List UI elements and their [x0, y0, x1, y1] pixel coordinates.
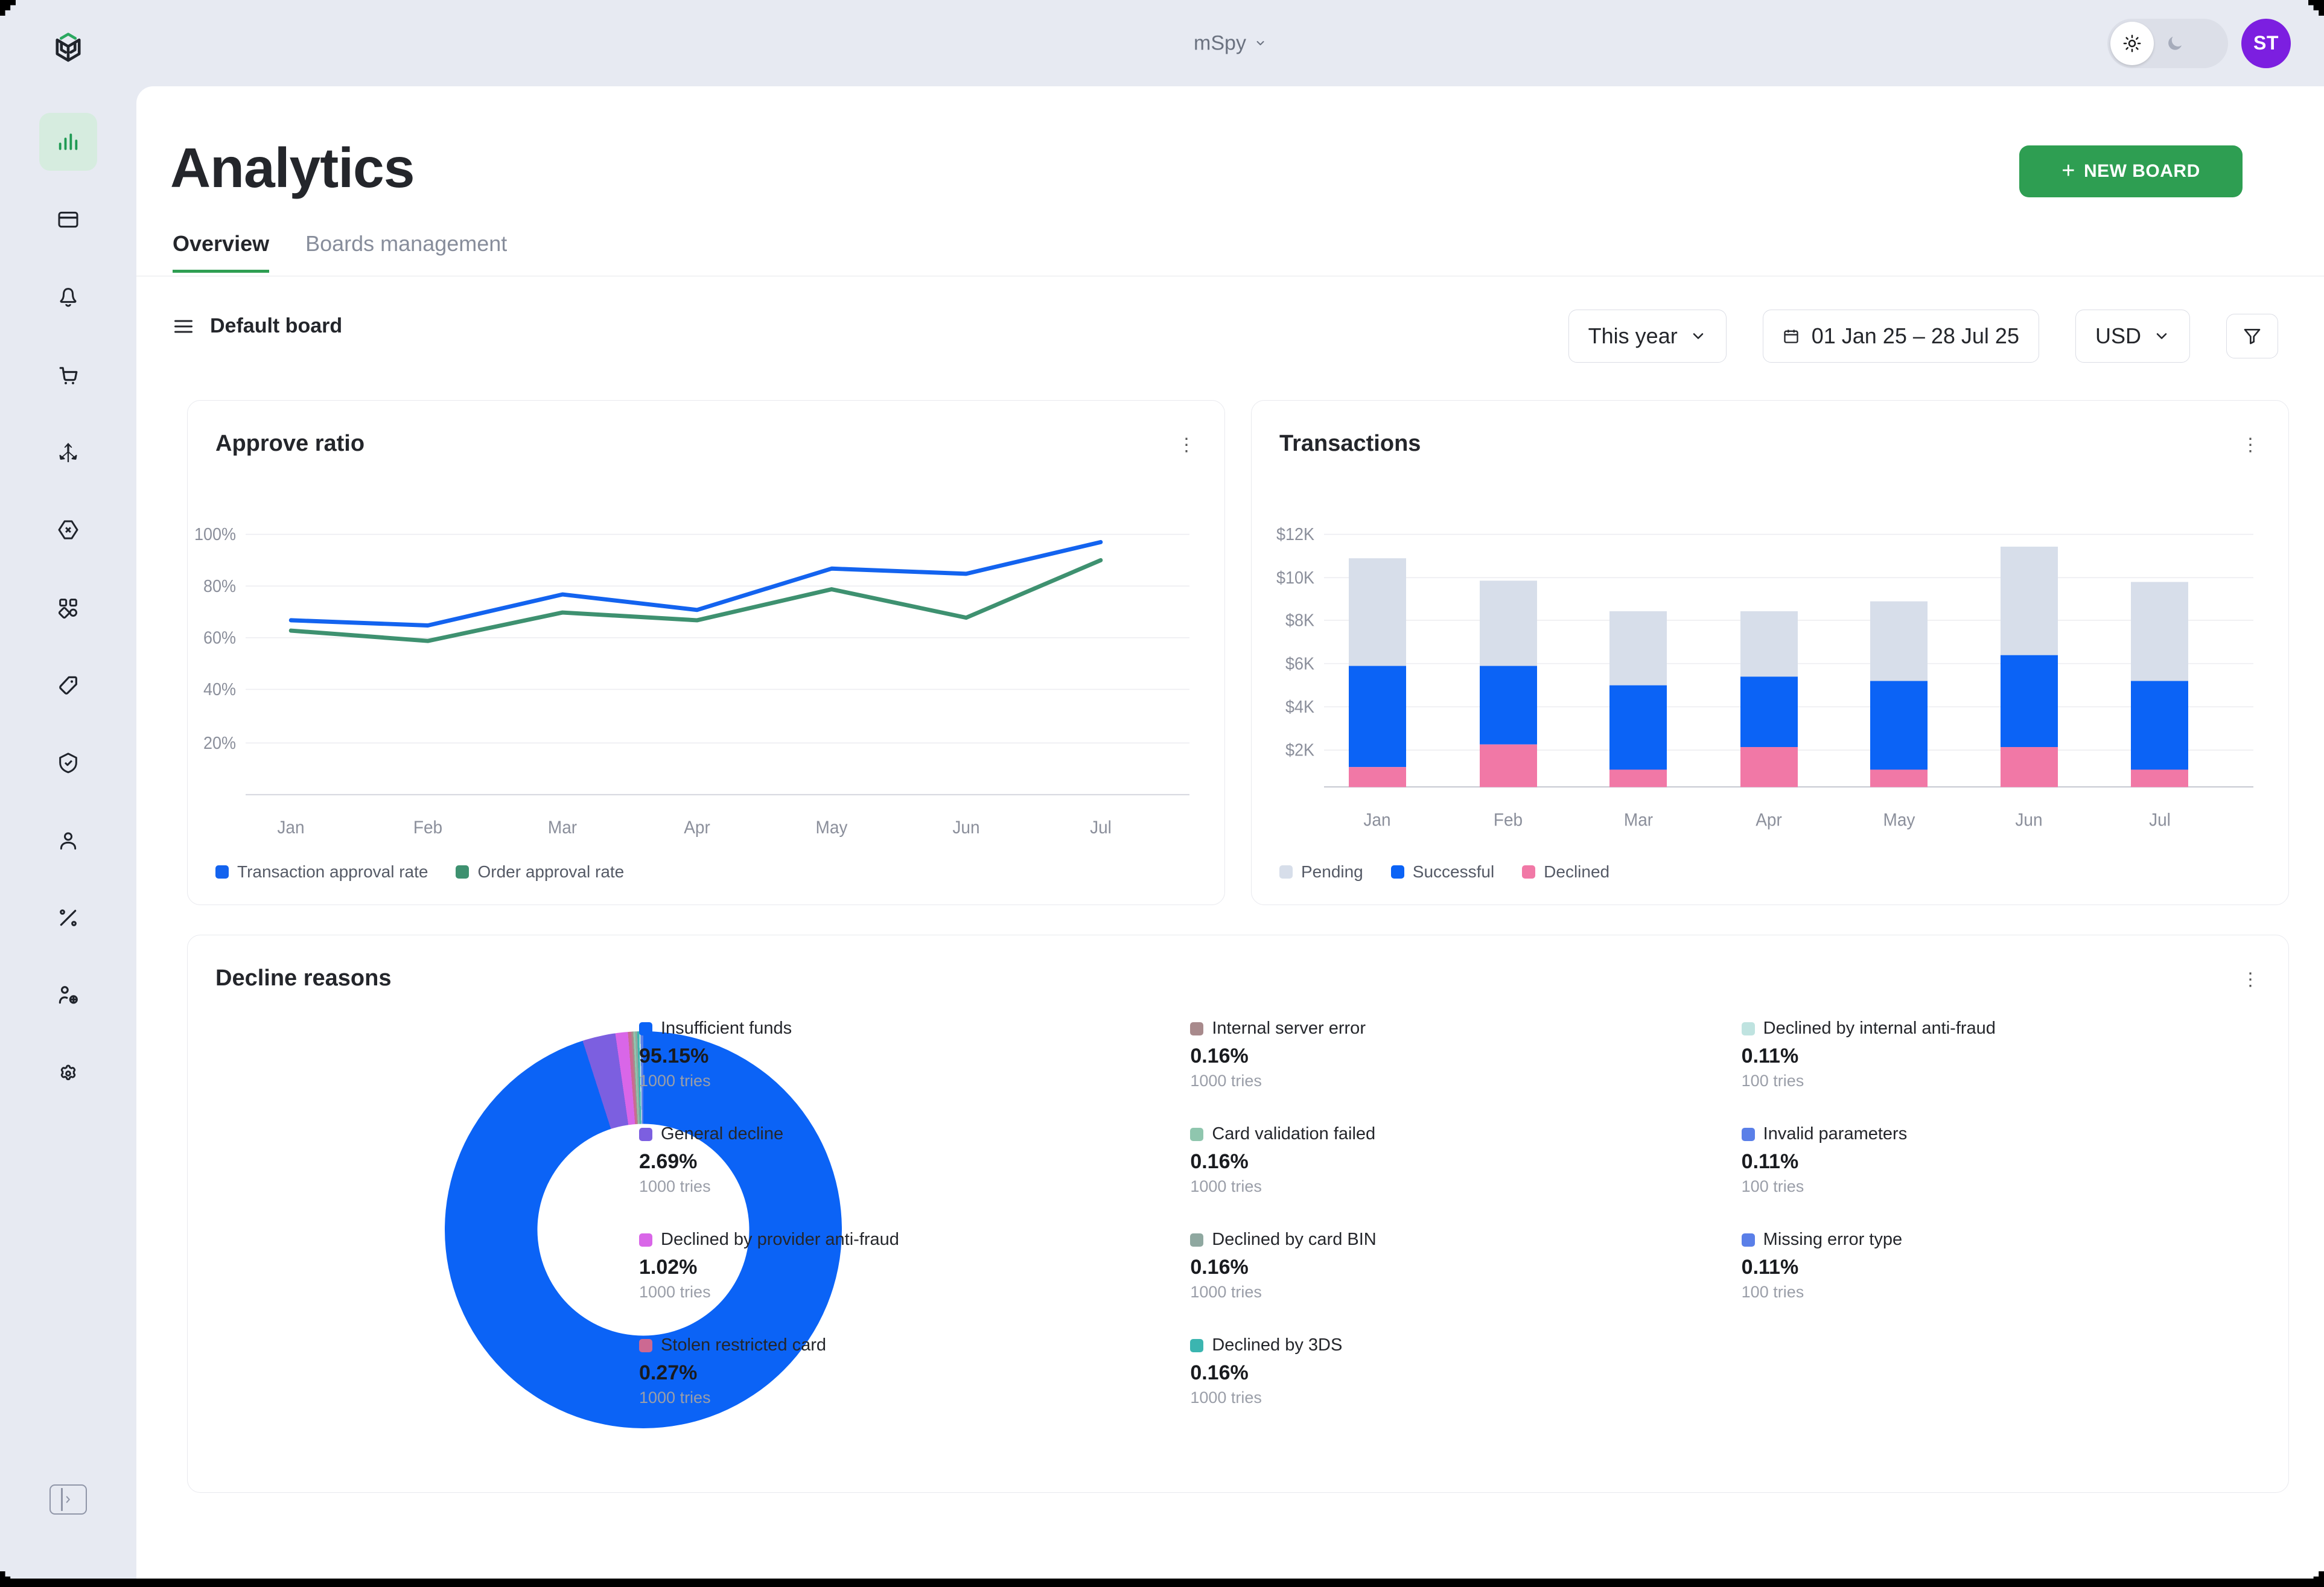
svg-text:$12K: $12K: [1276, 524, 1314, 544]
svg-text:100%: 100%: [194, 524, 236, 544]
svg-text:60%: 60%: [203, 628, 236, 647]
svg-text:Jul: Jul: [2149, 810, 2171, 830]
svg-text:20%: 20%: [203, 733, 236, 752]
svg-text:80%: 80%: [203, 576, 236, 596]
svg-text:$10K: $10K: [1276, 568, 1314, 587]
svg-text:Apr: Apr: [1756, 810, 1782, 830]
svg-text:$6K: $6K: [1285, 654, 1314, 673]
svg-text:$4K: $4K: [1285, 697, 1314, 716]
svg-text:Jun: Jun: [2015, 810, 2042, 830]
svg-text:40%: 40%: [203, 679, 236, 699]
svg-text:Mar: Mar: [548, 818, 578, 838]
svg-text:Apr: Apr: [684, 818, 710, 838]
svg-text:May: May: [1883, 810, 1915, 830]
svg-text:May: May: [816, 818, 848, 838]
svg-text:$8K: $8K: [1285, 611, 1314, 630]
svg-text:Jan: Jan: [1363, 810, 1390, 830]
svg-text:$2K: $2K: [1285, 740, 1314, 760]
svg-text:Jun: Jun: [952, 818, 979, 838]
svg-text:Feb: Feb: [413, 818, 442, 838]
svg-text:Jul: Jul: [1090, 818, 1112, 838]
svg-text:Mar: Mar: [1624, 810, 1654, 830]
svg-text:Feb: Feb: [1494, 810, 1523, 830]
svg-text:Jan: Jan: [277, 818, 304, 838]
